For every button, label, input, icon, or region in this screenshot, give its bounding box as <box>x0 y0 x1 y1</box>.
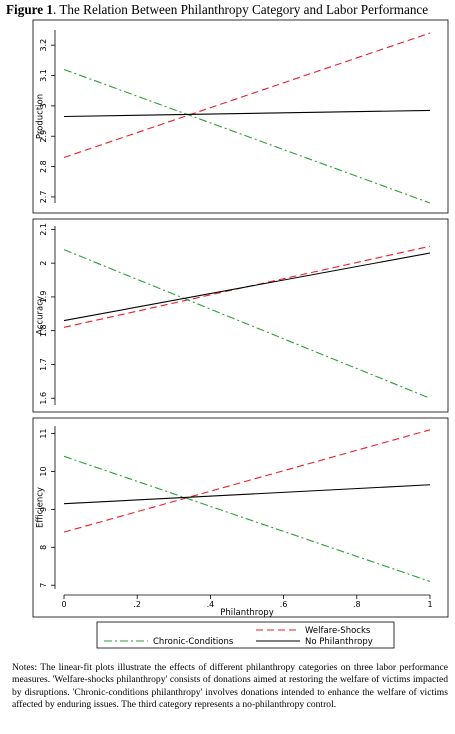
x-tick-label: .8 <box>353 600 361 609</box>
x-axis-label: Philanthropy <box>220 608 274 618</box>
y-tick-label: 1.9 <box>39 291 48 304</box>
y-tick-label: 7 <box>39 583 48 588</box>
y-tick-label: 2.7 <box>39 191 48 204</box>
y-tick-label: 1.7 <box>39 358 48 371</box>
y-axis-label: Accuracy <box>36 296 46 335</box>
y-axis-label: Efficiency <box>36 487 46 528</box>
figure-panels: 2.72.82.933.13.2Production1.61.71.81.922… <box>32 19 449 649</box>
y-tick-label: 9 <box>39 507 48 512</box>
series-line-no-philanthropy <box>63 252 431 322</box>
y-tick-label: 3.1 <box>39 69 48 82</box>
legend-label: Welfare-Shocks <box>305 626 371 636</box>
panel-frame <box>32 19 449 214</box>
figure-title: Figure 1. The Relation Between Philanthr… <box>6 2 455 18</box>
y-tick-label: 3 <box>39 103 48 108</box>
series-line-welfare-shocks <box>63 429 431 533</box>
y-tick-label: 8 <box>39 545 48 550</box>
legend-label: No Philanthropy <box>305 637 373 647</box>
series-line-welfare-shocks <box>63 32 431 158</box>
y-tick-label: 2.9 <box>39 130 48 143</box>
figure-title-text: . The Relation Between Philanthropy Cate… <box>53 2 429 17</box>
x-tick-label: .4 <box>207 600 215 609</box>
y-tick-label: 2 <box>39 261 48 266</box>
x-tick-label: 1 <box>427 600 432 609</box>
series-line-no-philanthropy <box>63 484 431 505</box>
legend-label: Chronic-Conditions <box>153 637 234 647</box>
series-line-no-philanthropy <box>63 109 431 118</box>
x-tick-label: 0 <box>61 600 66 609</box>
y-tick-label: 1.8 <box>39 324 48 337</box>
x-tick-label: .2 <box>133 600 141 609</box>
y-tick-label: 11 <box>39 428 48 438</box>
legend-box <box>96 621 395 649</box>
figure-label: Figure 1 <box>6 2 54 17</box>
y-tick-label: 3.2 <box>39 39 48 52</box>
panel-frame <box>32 218 449 413</box>
series-line-chronic-conditions <box>63 455 431 582</box>
y-tick-label: 10 <box>39 466 48 476</box>
y-tick-label: 2.8 <box>39 160 48 173</box>
y-axis-label: Production <box>36 94 46 139</box>
panel-frame <box>32 417 449 618</box>
figure-notes: Notes: The linear-fit plots illustrate t… <box>12 662 448 711</box>
y-tick-label: 1.6 <box>39 392 48 405</box>
y-tick-label: 2.1 <box>39 223 48 236</box>
x-tick-label: .6 <box>280 600 288 609</box>
series-line-chronic-conditions <box>63 249 431 399</box>
series-line-chronic-conditions <box>63 68 431 204</box>
